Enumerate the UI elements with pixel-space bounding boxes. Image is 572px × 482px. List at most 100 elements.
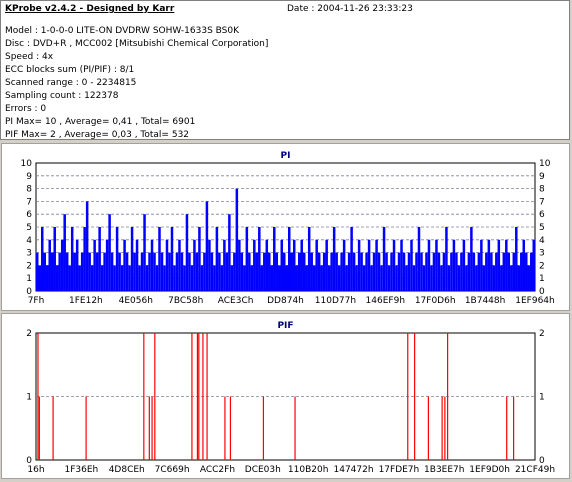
data-bar [297, 252, 301, 291]
chart-title: PI [281, 151, 291, 161]
data-bar [200, 265, 204, 291]
data-bar [370, 265, 373, 291]
data-bar [93, 239, 96, 291]
data-bar [151, 396, 153, 460]
data-bar [118, 252, 121, 291]
data-bar [460, 252, 463, 291]
data-bar [100, 265, 104, 291]
y-tick-label-left: 2 [26, 261, 32, 271]
data-bar [507, 252, 511, 291]
y-tick-label-right: 0 [539, 456, 545, 466]
y-tick-label-left: 6 [26, 210, 32, 220]
data-bar [53, 227, 56, 291]
data-bar [517, 265, 521, 291]
info-pi-stats: PI Max= 10 , Average= 0,41 , Total= 6901 [5, 117, 196, 127]
data-bar [417, 227, 421, 291]
data-bar [270, 265, 274, 291]
data-bar [180, 252, 184, 291]
data-bar [422, 265, 426, 291]
data-bar [128, 265, 131, 291]
data-bar [205, 201, 209, 291]
x-tick-label: 1FE12h [69, 296, 103, 306]
data-bar [105, 239, 109, 291]
pi-chart: PI 0 0 1 1 2 2 3 3 4 4 5 5 6 6 7 7 8 8 9 9 10 10 7Fh 1FE12h 4E056… [21, 151, 555, 306]
data-bar [90, 265, 94, 291]
data-bar [120, 265, 124, 291]
data-bar [78, 265, 81, 291]
data-bar [185, 214, 189, 291]
data-bar [83, 227, 86, 291]
data-bar [407, 252, 411, 291]
data-bar [190, 265, 194, 291]
data-bar [58, 252, 61, 291]
data-bar [203, 252, 206, 291]
data-bar [350, 227, 353, 291]
data-bar [224, 396, 226, 460]
data-bar [154, 333, 156, 460]
x-tick-label: 21CF49h [515, 465, 555, 475]
data-bar [52, 396, 54, 460]
x-tick-label: 1B3EE7h [424, 465, 464, 475]
data-bar [322, 252, 326, 291]
x-tick-label: 7Fh [28, 296, 45, 306]
y-tick-label-right: 0 [539, 287, 545, 297]
data-bar [183, 265, 186, 291]
data-bar [435, 239, 438, 291]
data-bar [455, 252, 458, 291]
data-bar [355, 265, 358, 291]
data-bar [462, 239, 466, 291]
data-bar [327, 265, 331, 291]
x-tick-label: 7BC58h [168, 296, 203, 306]
y-tick-label-left: 0 [26, 456, 32, 466]
data-bar [317, 252, 321, 291]
data-bar [427, 396, 429, 460]
data-bar [502, 252, 506, 291]
data-bar [337, 265, 341, 291]
data-bar [133, 252, 136, 291]
data-bar [397, 252, 401, 291]
data-bar [148, 252, 151, 291]
data-bar [263, 252, 266, 291]
data-bar [275, 252, 279, 291]
data-bar [143, 214, 146, 291]
data-bar [278, 265, 281, 291]
data-bar [372, 252, 376, 291]
scan-date: Date : 2004-11-26 23:33:23 [287, 4, 413, 14]
data-bar [414, 333, 416, 460]
data-bar [452, 239, 456, 291]
y-tick-label-left: 3 [26, 249, 32, 259]
data-bar [273, 227, 276, 291]
data-bar [513, 396, 515, 460]
data-bar [70, 227, 74, 291]
data-bar [170, 227, 174, 291]
data-bar [500, 265, 503, 291]
data-bar [140, 252, 144, 291]
info-scanned-range: Scanned range : 0 - 2234815 [5, 78, 137, 88]
data-bar [292, 239, 296, 291]
data-bar [405, 265, 408, 291]
data-bar [188, 252, 191, 291]
data-bar [55, 265, 59, 291]
data-bar [153, 252, 156, 291]
data-bar [312, 265, 316, 291]
data-bar [447, 265, 451, 291]
y-tick-label-left: 1 [26, 274, 32, 284]
info-errors: Errors : 0 [5, 104, 47, 114]
data-bar [43, 252, 46, 291]
y-tick-label-right: 2 [539, 329, 545, 339]
data-bar [45, 265, 49, 291]
data-bar [196, 333, 199, 460]
y-tick-label-left: 7 [26, 197, 32, 207]
data-bar [255, 252, 259, 291]
data-bar [240, 252, 244, 291]
y-tick-label-right: 8 [539, 185, 545, 195]
data-bar [512, 252, 516, 291]
data-bar [85, 201, 89, 291]
data-bar [125, 252, 129, 291]
data-bar [395, 265, 398, 291]
data-bar [245, 227, 249, 291]
y-tick-label-left: 9 [26, 172, 32, 182]
data-bar [48, 239, 51, 291]
x-tick-label: 4E056h [119, 296, 153, 306]
data-bar [425, 252, 428, 291]
